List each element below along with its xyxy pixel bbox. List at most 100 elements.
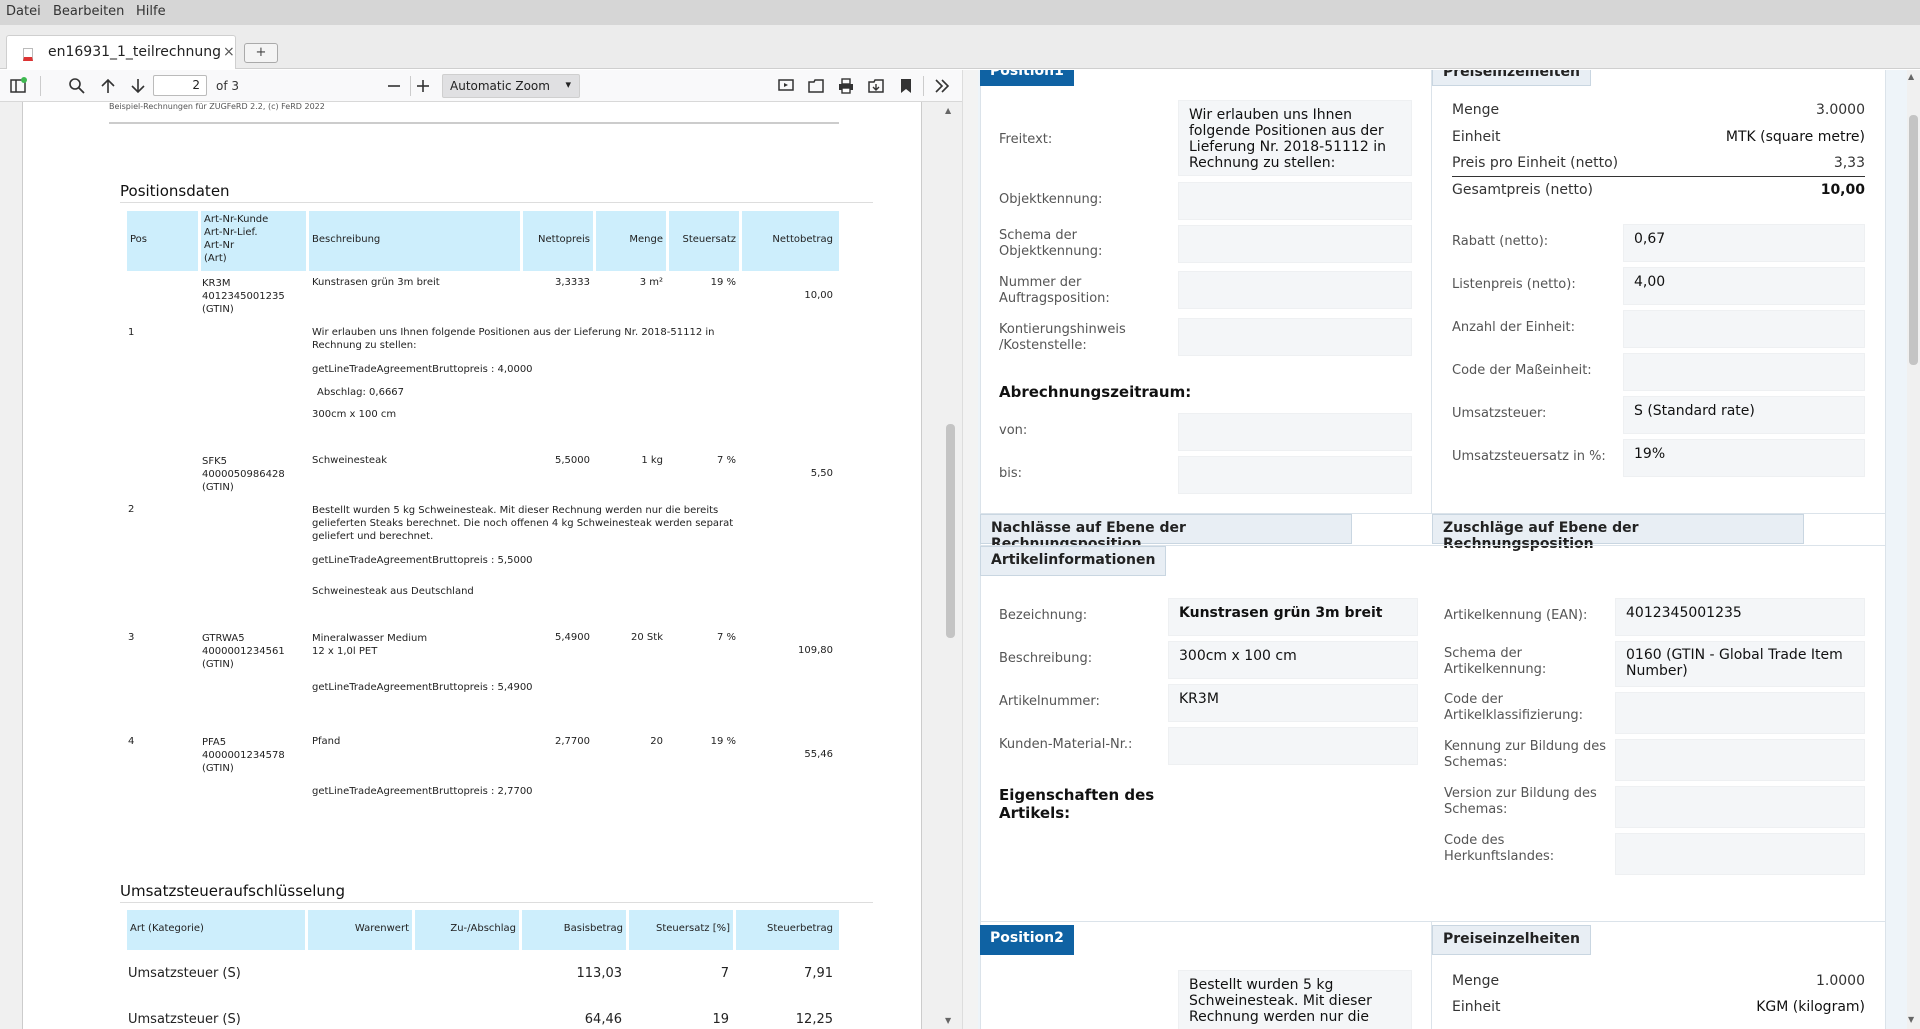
auftragsposition-field[interactable] bbox=[1178, 271, 1412, 309]
code-masseinheit-field[interactable] bbox=[1623, 353, 1865, 391]
header-artnr-line: (Art) bbox=[204, 253, 227, 264]
row4-betrag: 55,46 bbox=[804, 749, 833, 760]
objektkennung-field[interactable] bbox=[1178, 182, 1412, 220]
previous-page-icon[interactable] bbox=[99, 77, 117, 95]
search-icon[interactable] bbox=[68, 77, 86, 95]
new-tab-button[interactable]: + bbox=[244, 43, 278, 63]
desc-line: Mineralwasser Medium bbox=[312, 633, 428, 644]
kunden-material-field[interactable] bbox=[1168, 727, 1418, 765]
row2-desc: Schweinesteak bbox=[312, 455, 387, 466]
vat-header-satz: Steuersatz [%] bbox=[629, 910, 733, 950]
listenpreis-field[interactable]: 4,00 bbox=[1623, 267, 1865, 305]
row1-abschlag: Abschlag: 0,6667 bbox=[317, 387, 405, 398]
schema-artikelkennung-field[interactable]: 0160 (GTIN - Global Trade Item Number) bbox=[1615, 641, 1865, 687]
art-line: 4000001234578 bbox=[202, 750, 285, 761]
objektkennung-label: Objektkennung: bbox=[999, 192, 1103, 207]
vat-header-label: Warenwert bbox=[354, 923, 409, 934]
header-steuer: Steuersatz bbox=[669, 211, 739, 271]
vat-header-basis: Basisbetrag bbox=[522, 910, 626, 950]
bezeichnung-field[interactable]: Kunstrasen grün 3m breit bbox=[1168, 598, 1418, 636]
save-icon[interactable] bbox=[867, 77, 885, 95]
row2-origin: Schweinesteak aus Deutschland bbox=[312, 586, 474, 597]
pane-divider[interactable] bbox=[962, 70, 978, 1029]
position2-badge: Position2 bbox=[980, 925, 1074, 955]
von-field[interactable] bbox=[1178, 413, 1412, 451]
scroll-down-icon[interactable]: ▼ bbox=[945, 1016, 952, 1025]
vat-row2-satz: 19 bbox=[712, 1012, 729, 1027]
nachlaesse-badge: Nachlässe auf Ebene der Rechnungspositio… bbox=[980, 514, 1352, 552]
ean-label: Artikelkennung (EAN): bbox=[1444, 608, 1588, 623]
header-menge-label: Menge bbox=[629, 234, 663, 245]
vat-row1-betrag: 7,91 bbox=[804, 966, 833, 981]
artikelnummer-field[interactable]: KR3M bbox=[1168, 684, 1418, 722]
menu-datei[interactable]: Datei bbox=[6, 4, 41, 19]
einheit-value: MTK (square metre) bbox=[1725, 129, 1865, 145]
row3-brutto: getLineTradeAgreementBruttopreis : 5,490… bbox=[312, 682, 533, 693]
freitext-field[interactable]: Wir erlauben uns Ihnen folgende Position… bbox=[1178, 100, 1412, 176]
pdf-scrollbar-thumb[interactable] bbox=[946, 424, 955, 638]
header-menge: Menge bbox=[596, 211, 666, 271]
preis-pro-einheit-label: Preis pro Einheit (netto) bbox=[1452, 155, 1619, 171]
scroll-up-icon[interactable]: ▲ bbox=[945, 106, 952, 115]
umsatzsteuer-field[interactable]: S (Standard rate) bbox=[1623, 396, 1865, 434]
art-line: GTRWA5 bbox=[202, 633, 245, 644]
zoom-out-icon[interactable] bbox=[385, 77, 403, 95]
row4-brutto: getLineTradeAgreementBruttopreis : 2,770… bbox=[312, 786, 533, 797]
header-netto-label: Nettopreis bbox=[538, 234, 590, 245]
art-line: SFK5 bbox=[202, 456, 228, 467]
zuschlaege-badge: Zuschläge auf Ebene der Rechnungspositio… bbox=[1432, 514, 1804, 552]
card-split bbox=[1431, 70, 1432, 513]
header-desc: Beschreibung bbox=[309, 211, 520, 271]
tools-menu-icon[interactable] bbox=[933, 77, 951, 95]
row2-steuer: 7 % bbox=[716, 455, 736, 466]
vat-row2-art: Umsatzsteuer (S) bbox=[128, 1012, 241, 1027]
open-file-icon[interactable] bbox=[807, 77, 825, 95]
schema-objektkennung-field[interactable] bbox=[1178, 225, 1412, 263]
row1-art: KR3M 4012345001235 (GTIN) bbox=[202, 277, 285, 316]
pdf-toolbar: 2 of 3 Automatic Zoom ▾ bbox=[0, 70, 962, 102]
kennung-schema-field[interactable] bbox=[1615, 739, 1865, 781]
position2-einheit-label: Einheit bbox=[1452, 999, 1501, 1015]
presentation-mode-icon[interactable] bbox=[777, 77, 795, 95]
tab-close-icon[interactable]: × bbox=[223, 44, 235, 60]
rabatt-field[interactable]: 0,67 bbox=[1623, 224, 1865, 262]
form-scrollbar-thumb[interactable] bbox=[1909, 115, 1918, 365]
artikelklassifizierung-field[interactable] bbox=[1615, 692, 1865, 734]
bis-label: bis: bbox=[999, 466, 1023, 481]
form-scroll-down-icon[interactable]: ▼ bbox=[1908, 1015, 1915, 1024]
menubar: Datei Bearbeiten Hilfe bbox=[0, 0, 1920, 25]
abrechnungszeitraum-heading: Abrechnungszeitraum: bbox=[999, 383, 1192, 401]
zoom-select[interactable]: Automatic Zoom ▾ bbox=[442, 74, 580, 98]
document-tab[interactable]: en16931_1_teilrechnung × bbox=[6, 35, 236, 69]
bookmark-icon[interactable] bbox=[897, 77, 915, 95]
form-scroll-up-icon[interactable]: ▲ bbox=[1908, 72, 1915, 81]
einheit-label: Einheit bbox=[1452, 129, 1501, 145]
anzahl-einheit-field[interactable] bbox=[1623, 310, 1865, 348]
vat-row2-betrag: 12,25 bbox=[795, 1012, 833, 1027]
next-page-icon[interactable] bbox=[129, 77, 147, 95]
page-number-input[interactable]: 2 bbox=[153, 75, 207, 96]
menu-hilfe[interactable]: Hilfe bbox=[136, 4, 166, 19]
umsatzsteuersatz-field[interactable]: 19% bbox=[1623, 439, 1865, 477]
menu-bearbeiten[interactable]: Bearbeiten bbox=[53, 4, 125, 19]
vat-row1-basis: 113,03 bbox=[576, 966, 623, 981]
row2-menge: 1 kg bbox=[641, 455, 663, 466]
header-betrag-label: Nettobetrag bbox=[772, 234, 833, 245]
sidebar-toggle-icon[interactable] bbox=[9, 77, 27, 95]
print-icon[interactable] bbox=[837, 77, 855, 95]
chevron-down-icon: ▾ bbox=[565, 78, 571, 91]
pdf-viewer: 2 of 3 Automatic Zoom ▾ Beispiel-Rechnung… bbox=[0, 70, 962, 1029]
kostenstelle-field[interactable] bbox=[1178, 318, 1412, 356]
herkunftsland-field[interactable] bbox=[1615, 833, 1865, 875]
ean-field[interactable]: 4012345001235 bbox=[1615, 598, 1865, 636]
zoom-in-icon[interactable] bbox=[414, 77, 432, 95]
header-artnr-line: Art-Nr-Kunde bbox=[204, 214, 269, 225]
umsatzsteuer-label: Umsatzsteuer: bbox=[1452, 406, 1547, 421]
position2-freitext-field[interactable]: Bestellt wurden 5 kg Schweinesteak. Mit … bbox=[1178, 970, 1412, 1029]
row1-betrag: 10,00 bbox=[804, 290, 833, 301]
bis-field[interactable] bbox=[1178, 456, 1412, 494]
row1-menge: 3 m² bbox=[639, 277, 663, 288]
version-schema-field[interactable] bbox=[1615, 786, 1865, 828]
vat-title-underline bbox=[120, 902, 873, 903]
beschreibung-field[interactable]: 300cm x 100 cm bbox=[1168, 641, 1418, 679]
